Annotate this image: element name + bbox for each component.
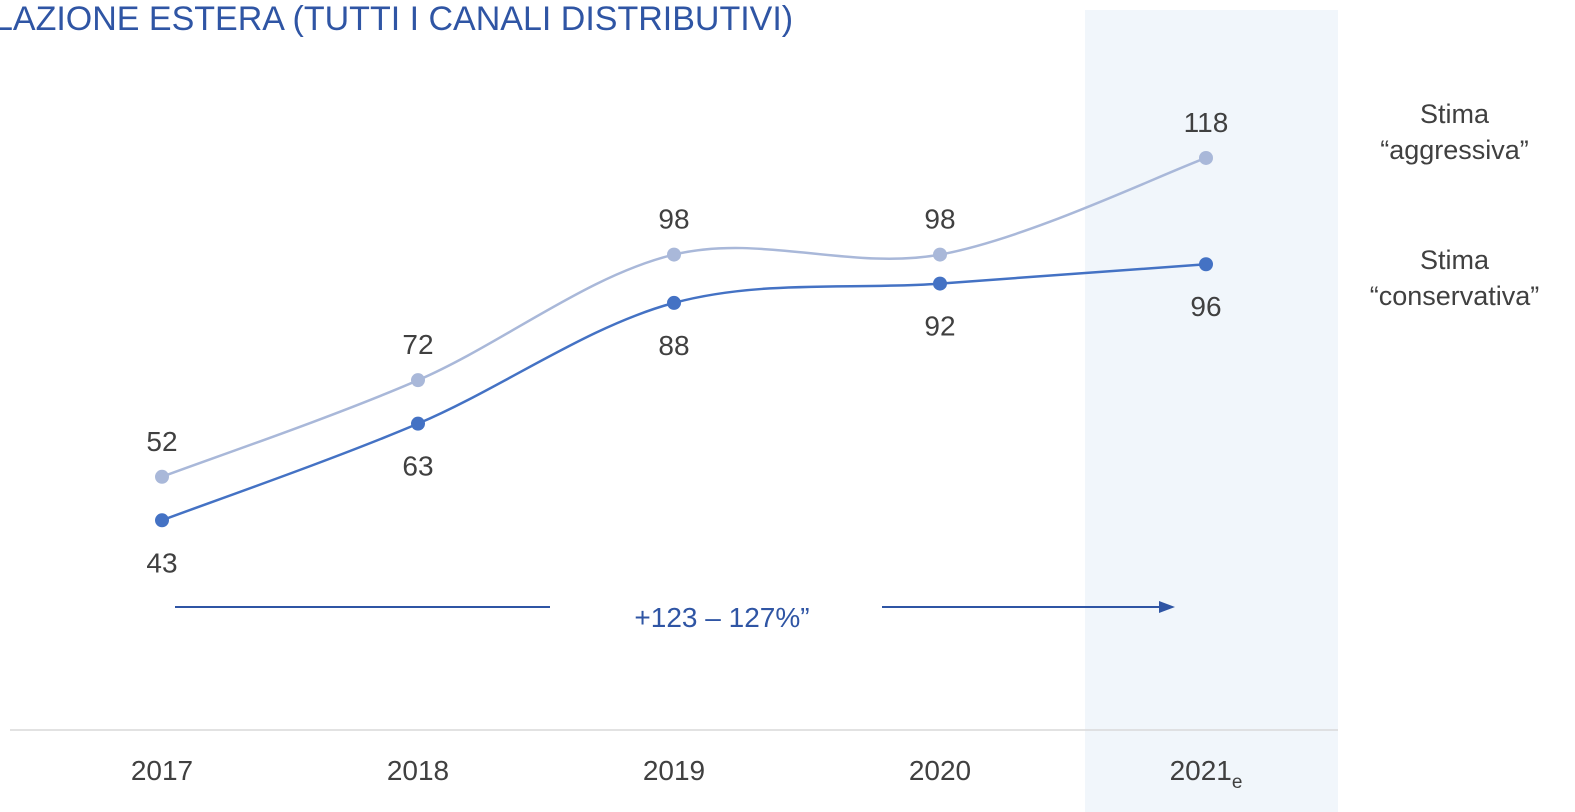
legend-label: Stima “conservativa” bbox=[1369, 245, 1540, 311]
x-tick-text: 2017 bbox=[131, 755, 193, 786]
data-point bbox=[1199, 257, 1213, 272]
data-label: 96 bbox=[1190, 291, 1221, 322]
x-tick-label: 2018 bbox=[387, 755, 449, 786]
data-label: 88 bbox=[658, 330, 689, 361]
estimate-subscript: e bbox=[1232, 772, 1243, 793]
data-label: 63 bbox=[402, 451, 433, 482]
data-point bbox=[667, 295, 681, 310]
data-point bbox=[933, 276, 947, 291]
x-tick-label: 2020 bbox=[909, 755, 971, 786]
data-label: 98 bbox=[658, 204, 689, 235]
legend-label: Stima “aggressiva” bbox=[1380, 99, 1529, 165]
growth-annotation: +123 – 127%” bbox=[634, 602, 809, 633]
x-tick-label: 2017 bbox=[131, 755, 193, 786]
data-point bbox=[667, 247, 681, 262]
x-tick-text: 2021 bbox=[1170, 755, 1232, 786]
data-label: 52 bbox=[146, 426, 177, 457]
x-tick-text: 2018 bbox=[387, 755, 449, 786]
data-label: 43 bbox=[146, 547, 177, 578]
series-line bbox=[161, 262, 1207, 522]
data-point bbox=[1199, 150, 1213, 165]
data-label: 72 bbox=[402, 329, 433, 360]
x-tick-label: 2019 bbox=[643, 755, 705, 786]
data-point bbox=[411, 373, 425, 388]
x-tick-label: 2021e bbox=[1170, 755, 1243, 793]
arrow-head bbox=[1159, 601, 1175, 613]
data-label: 92 bbox=[924, 311, 955, 342]
data-point bbox=[411, 416, 425, 431]
estimate-band bbox=[1085, 10, 1338, 812]
x-tick-text: 2019 bbox=[643, 755, 705, 786]
data-label: 118 bbox=[1184, 107, 1229, 138]
data-point bbox=[155, 513, 169, 528]
x-tick-text: 2020 bbox=[909, 755, 971, 786]
chart-title: LAZIONE ESTERA (TUTTI I CANALI DISTRIBUT… bbox=[0, 0, 793, 38]
data-label: 98 bbox=[924, 204, 955, 235]
data-point bbox=[155, 469, 169, 484]
data-point bbox=[933, 247, 947, 262]
